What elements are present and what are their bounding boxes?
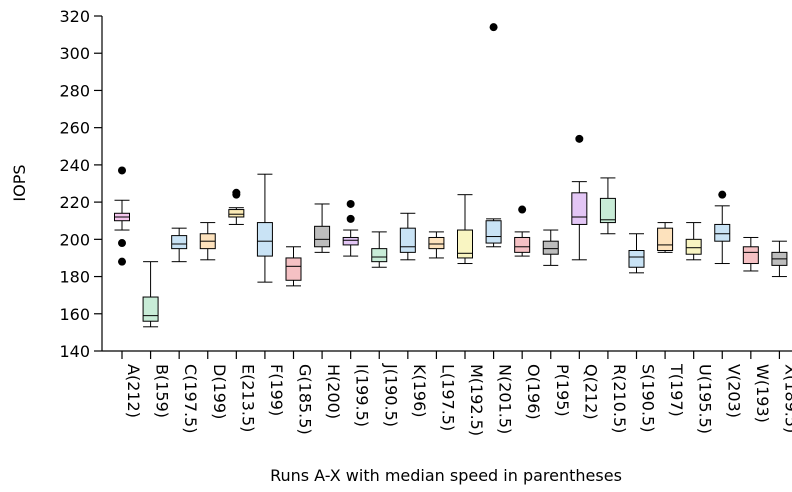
iqr-box — [399, 227, 416, 253]
box-w — [742, 236, 759, 272]
y-tick-label: 240 — [59, 156, 90, 175]
iqr-box — [371, 248, 388, 263]
iqr-box — [256, 222, 273, 257]
y-tick-label: 180 — [59, 268, 90, 287]
iqr-box — [571, 192, 588, 225]
box-j — [371, 231, 388, 268]
x-tick-label: G(185.5) — [296, 364, 315, 435]
box-q — [571, 134, 588, 261]
x-tick-label: F(199) — [267, 364, 286, 416]
y-tick-label: 140 — [59, 342, 90, 361]
x-tick-label: A(212) — [124, 364, 143, 418]
x-tick-label: E(213.5) — [238, 364, 257, 432]
y-tick-label: 200 — [59, 230, 90, 249]
x-tick-label: K(196) — [410, 364, 429, 418]
box-a — [114, 166, 130, 266]
x-tick-label: C(197.5) — [181, 364, 200, 433]
iqr-box — [285, 257, 302, 281]
x-tick-label: W(193) — [753, 364, 772, 423]
iqr-box — [599, 197, 616, 224]
outlier-point — [489, 23, 498, 32]
iqr-box — [657, 227, 674, 252]
x-tick-label: J(190.5) — [381, 363, 400, 427]
iqr-box — [457, 229, 473, 259]
y-tick-label: 280 — [59, 81, 90, 100]
x-tick-label: O(196) — [524, 364, 543, 420]
box-h — [314, 203, 331, 253]
y-tick-label: 160 — [59, 305, 90, 324]
box-x — [771, 240, 788, 278]
y-tick-label: 320 — [59, 7, 90, 26]
box-f — [256, 173, 273, 283]
x-tick-label: X(189.5) — [781, 364, 792, 433]
x-axis-label: Runs A-X with median speed in parenthese… — [270, 466, 622, 485]
iqr-box — [428, 236, 445, 250]
box-m — [457, 194, 473, 265]
iqr-box — [514, 236, 531, 253]
y-tick-label: 300 — [59, 44, 90, 63]
box-l — [428, 231, 445, 259]
box-u — [685, 222, 702, 261]
box-d — [199, 222, 216, 261]
box-i — [342, 199, 359, 257]
outlier-point — [232, 188, 241, 197]
x-axis: A(212) B(159) C(197.5) D(199) E(213.5) F(199)… — [102, 350, 792, 436]
iqr-box — [628, 250, 645, 268]
box-c — [171, 227, 188, 263]
outlier-point — [518, 205, 527, 214]
x-tick-label: L(197.5) — [438, 364, 457, 431]
x-tick-label: I(199.5) — [353, 364, 372, 427]
outlier-point — [118, 257, 126, 266]
box-g — [285, 246, 302, 287]
iqr-box — [542, 240, 559, 255]
x-tick-label: Q(212) — [581, 364, 600, 420]
box-e — [228, 188, 245, 225]
x-tick-label: S(190.5) — [639, 364, 658, 432]
outlier-point — [346, 214, 355, 223]
iqr-box — [228, 209, 245, 218]
iqr-box — [742, 246, 759, 265]
box-p — [542, 229, 559, 266]
box-s — [628, 233, 645, 274]
x-tick-label: D(199) — [210, 364, 229, 419]
x-tick-label: T(197) — [667, 363, 686, 417]
outlier-point — [346, 199, 355, 208]
iqr-box — [342, 236, 359, 246]
box-r — [599, 177, 616, 235]
box-b — [142, 261, 159, 328]
outlier-point — [718, 190, 727, 199]
x-tick-label: V(203) — [724, 364, 743, 418]
iqr-box — [685, 238, 702, 255]
y-tick-label: 220 — [59, 193, 90, 212]
box-o — [514, 205, 531, 257]
iqr-box — [714, 223, 731, 242]
x-tick-label: P(195) — [553, 364, 572, 417]
outlier-point — [575, 134, 584, 143]
iqr-box — [142, 296, 159, 322]
box-v — [714, 190, 731, 265]
y-axis-label: IOPS — [10, 164, 29, 201]
box-t — [657, 222, 674, 253]
iqr-box — [314, 225, 331, 248]
x-tick-label: B(159) — [153, 364, 172, 418]
x-tick-label: N(201.5) — [496, 364, 515, 434]
x-tick-label: M(192.5) — [467, 364, 486, 436]
outlier-point — [118, 239, 126, 248]
x-tick-label: R(210.5) — [610, 364, 629, 433]
outlier-point — [118, 166, 126, 175]
y-tick-label: 260 — [59, 119, 90, 138]
box-k — [399, 212, 416, 261]
box-series — [114, 23, 788, 328]
iqr-box — [171, 235, 188, 250]
x-tick-label: H(200) — [324, 364, 343, 419]
y-axis: 140 160 180 200 220 240 260 280 300 320 — [59, 7, 103, 361]
iqr-box — [485, 220, 502, 244]
box-n — [485, 23, 502, 248]
x-tick-label: U(195.5) — [696, 364, 715, 434]
